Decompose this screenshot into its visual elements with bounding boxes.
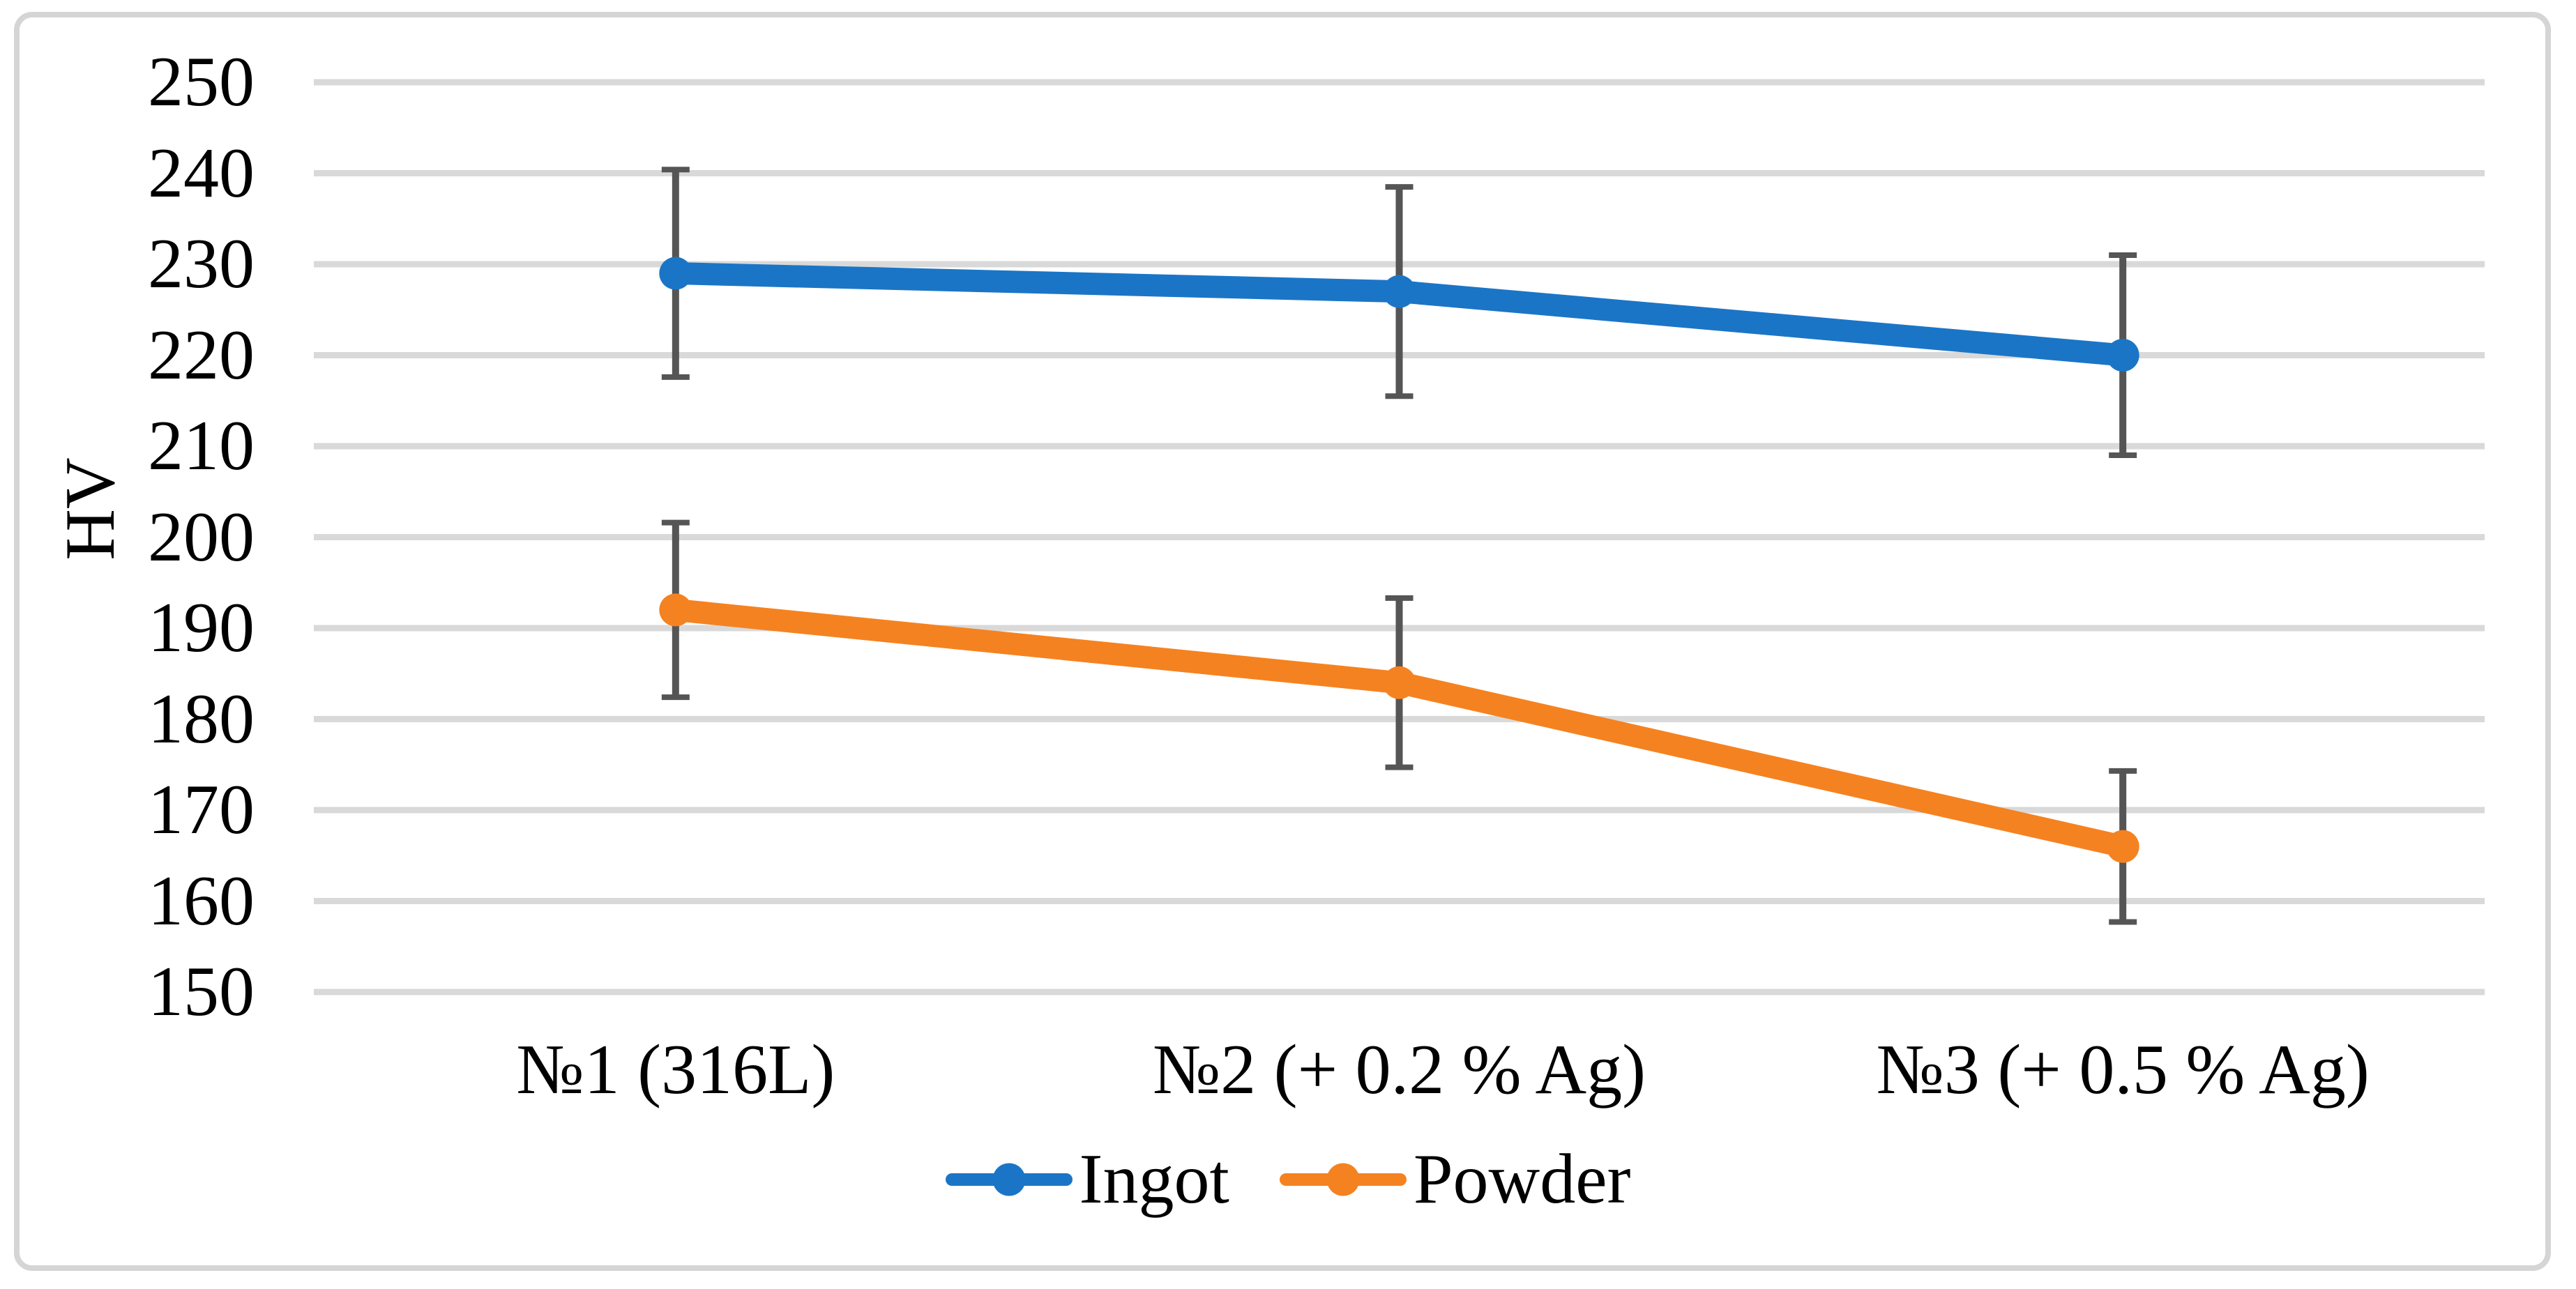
y-tick-label: 170 [148, 770, 255, 849]
legend-circle-marker-icon [1326, 1163, 1360, 1196]
y-tick-label: 230 [148, 224, 255, 303]
y-tick-label: 210 [148, 406, 255, 485]
y-tick-label: 180 [148, 679, 255, 758]
legend-line-marker-icon [1279, 1163, 1407, 1196]
y-tick-label: 150 [148, 952, 255, 1031]
legend-label: Powder [1413, 1140, 1631, 1219]
x-category-label: №1 (316L) [516, 1030, 835, 1109]
y-tick-label: 240 [148, 133, 255, 213]
figure-border [14, 12, 2551, 1271]
y-tick-label: 200 [148, 497, 255, 577]
x-category-label: №3 (+ 0.5 % Ag) [1876, 1030, 2370, 1109]
y-tick-label: 250 [148, 43, 255, 121]
y-tick-label: 160 [148, 861, 255, 940]
legend-line-marker-icon [945, 1163, 1073, 1196]
legend-item-ingot: Ingot [945, 1140, 1229, 1219]
y-tick-label: 220 [148, 315, 255, 395]
y-tick-label: 190 [148, 588, 255, 667]
chart-legend: Ingot Powder [0, 1144, 2576, 1215]
x-category-label: №2 (+ 0.2 % Ag) [1152, 1030, 1646, 1109]
legend-circle-marker-icon [992, 1163, 1026, 1196]
legend-item-powder: Powder [1279, 1140, 1631, 1219]
legend-label: Ingot [1079, 1140, 1229, 1219]
